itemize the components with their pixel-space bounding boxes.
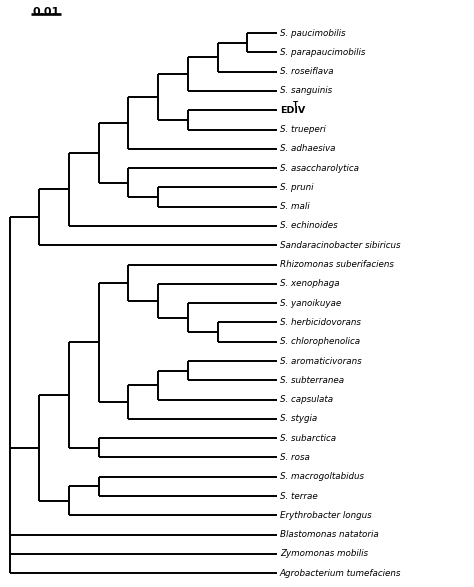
Text: S. yanoikuyae: S. yanoikuyae (280, 299, 341, 308)
Text: Zymomonas mobilis: Zymomonas mobilis (280, 549, 368, 558)
Text: S. asaccharolytica: S. asaccharolytica (280, 164, 359, 173)
Text: S. terrae: S. terrae (280, 491, 318, 501)
Text: S. adhaesiva: S. adhaesiva (280, 144, 335, 153)
Text: Erythrobacter longus: Erythrobacter longus (280, 511, 372, 520)
Text: Agrobacterium tumefaciens: Agrobacterium tumefaciens (280, 569, 401, 578)
Text: Blastomonas natatoria: Blastomonas natatoria (280, 530, 379, 539)
Text: S. aromaticivorans: S. aromaticivorans (280, 356, 362, 366)
Text: S. stygia: S. stygia (280, 414, 317, 423)
Text: S. roseiflava: S. roseiflava (280, 67, 333, 76)
Text: S. capsulata: S. capsulata (280, 395, 333, 404)
Text: T: T (292, 101, 298, 107)
Text: S. pruni: S. pruni (280, 183, 313, 192)
Text: 0.01: 0.01 (32, 7, 59, 17)
Text: S. trueperi: S. trueperi (280, 125, 326, 134)
Text: S. macrogoltabidus: S. macrogoltabidus (280, 473, 364, 481)
Text: S. xenophaga: S. xenophaga (280, 279, 339, 288)
Text: S. echinoides: S. echinoides (280, 221, 337, 231)
Text: S. sanguinis: S. sanguinis (280, 86, 332, 96)
Text: S. chlorophenolica: S. chlorophenolica (280, 337, 360, 346)
Text: Rhizomonas suberifaciens: Rhizomonas suberifaciens (280, 260, 394, 269)
Text: S. parapaucimobilis: S. parapaucimobilis (280, 48, 365, 57)
Text: EDIV: EDIV (280, 106, 305, 114)
Text: S. paucimobilis: S. paucimobilis (280, 29, 346, 38)
Text: S. herbicidovorans: S. herbicidovorans (280, 318, 361, 327)
Text: S. mali: S. mali (280, 202, 310, 211)
Text: Sandaracinobacter sibiricus: Sandaracinobacter sibiricus (280, 241, 401, 250)
Text: S. rosa: S. rosa (280, 453, 310, 462)
Text: S. subarctica: S. subarctica (280, 434, 336, 443)
Text: S. subterranea: S. subterranea (280, 376, 344, 385)
